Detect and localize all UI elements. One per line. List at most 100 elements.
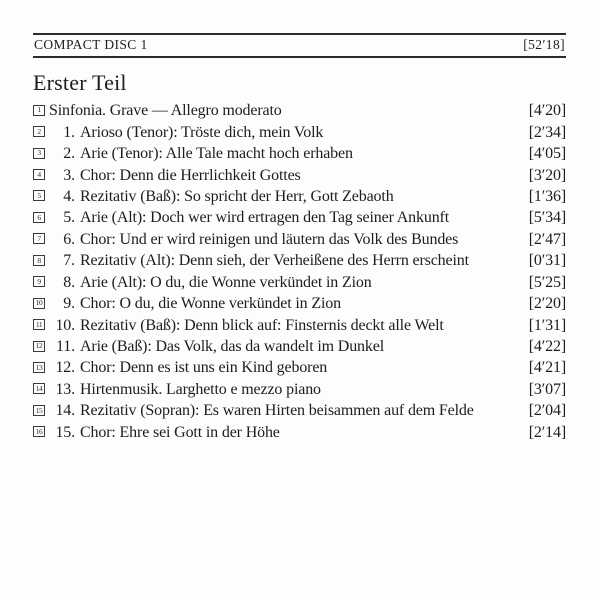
track-row: 3 2. Arie (Tenor): Alle Tale macht hoch … [33, 143, 566, 164]
track-number: 1 [37, 105, 41, 115]
movement-number: 4. [63, 187, 75, 205]
track-number: 5 [37, 191, 41, 201]
track-title: Rezitativ (Alt): Denn sieh, der Verheiße… [80, 252, 469, 270]
track-number-box: 6 [33, 211, 45, 223]
track-duration: [2′04] [528, 402, 566, 420]
track-row: 7 6. Chor: Und er wird reinigen und läut… [33, 229, 566, 250]
track-number: 15 [35, 405, 43, 415]
track-row: 16 15. Chor: Ehre sei Gott in der Höhe [… [33, 422, 566, 443]
track-title: Chor: Denn es ist uns ein Kind geboren [80, 359, 328, 377]
track-number: 9 [37, 276, 41, 286]
movement-number: 6. [63, 230, 75, 248]
movement-number: 1. [63, 123, 75, 141]
track-title: Chor: Und er wird reinigen und läutern d… [80, 230, 459, 248]
track-number: 8 [37, 255, 41, 265]
track-number: 3 [37, 148, 41, 158]
track-row: 10 9. Chor: O du, die Wonne verkündet in… [33, 293, 566, 314]
track-duration: [5′34] [528, 209, 566, 227]
track-number-box: 10 [33, 297, 45, 309]
track-number-box: 14 [33, 383, 45, 395]
track-title: Arie (Alt): Doch wer wird ertragen den T… [80, 209, 450, 227]
track-title: Arie (Tenor): Alle Tale macht hoch erhab… [80, 145, 353, 163]
track-row: 1 Sinfonia. Grave — Allegro moderato [4′… [33, 101, 566, 122]
movement-number: 13. [55, 380, 75, 398]
track-row: 8 7. Rezitativ (Alt): Denn sieh, der Ver… [33, 251, 566, 272]
track-row: 2 1. Arioso (Tenor): Tröste dich, mein V… [33, 122, 566, 143]
track-duration: [0′31] [528, 252, 566, 270]
track-number-box: 9 [33, 276, 45, 288]
track-number-box: 2 [33, 126, 45, 138]
track-number-box: 3 [33, 147, 45, 159]
track-row: 12 11. Arie (Baß): Das Volk, das da wand… [33, 336, 566, 357]
track-row: 9 8. Arie (Alt): O du, die Wonne verkünd… [33, 272, 566, 293]
track-duration: [2′34] [528, 123, 566, 141]
track-row: 13 12. Chor: Denn es ist uns ein Kind ge… [33, 358, 566, 379]
movement-number: 12. [55, 359, 75, 377]
track-title: Arie (Baß): Das Volk, das da wandelt im … [80, 338, 385, 356]
track-title: Chor: O du, die Wonne verkündet in Zion [80, 295, 341, 313]
track-title: Rezitativ (Baß): Denn blick auf: Finster… [80, 316, 444, 334]
track-number: 14 [35, 384, 43, 394]
track-duration: [4′05] [528, 145, 566, 163]
track-title: Rezitativ (Baß): So spricht der Herr, Go… [80, 187, 394, 205]
track-title: Arie (Alt): O du, die Wonne verkündet in… [80, 273, 372, 291]
section-title: Erster Teil [33, 70, 127, 95]
header-rule [33, 56, 566, 58]
track-duration: [2′20] [528, 295, 566, 313]
track-duration: [1′36] [528, 187, 566, 205]
track-duration: [4′20] [528, 102, 566, 120]
track-row: 4 3. Chor: Denn die Herrlichkeit Gottes … [33, 165, 566, 186]
track-row: 5 4. Rezitativ (Baß): So spricht der Her… [33, 186, 566, 207]
track-title: Chor: Denn die Herrlichkeit Gottes [80, 166, 301, 184]
track-number-box: 13 [33, 361, 45, 373]
track-duration: [2′47] [528, 230, 566, 248]
track-title: Rezitativ (Sopran): Es waren Hirten beis… [80, 402, 474, 420]
track-number: 2 [37, 126, 41, 136]
track-number-box: 11 [33, 319, 45, 331]
movement-number: 14. [55, 402, 75, 420]
track-number-box: 15 [33, 404, 45, 416]
track-list: 1 Sinfonia. Grave — Allegro moderato [4′… [33, 101, 566, 444]
track-number: 4 [37, 169, 41, 179]
track-number-box: 5 [33, 190, 45, 202]
track-duration: [4′22] [528, 338, 566, 356]
movement-number: 9. [63, 295, 75, 313]
track-row: 14 13. Hirtenmusik. Larghetto e mezzo pi… [33, 379, 566, 400]
track-number: 11 [35, 319, 43, 329]
track-number-box: 16 [33, 426, 45, 438]
track-duration: [3′20] [528, 166, 566, 184]
movement-number: 7. [63, 252, 75, 270]
track-number-box: 12 [33, 340, 45, 352]
movement-number: 2. [63, 145, 75, 163]
movement-number: 8. [63, 273, 75, 291]
track-number: 10 [35, 298, 43, 308]
track-title: Hirtenmusik. Larghetto e mezzo piano [80, 380, 321, 398]
track-duration: [1′31] [528, 316, 566, 334]
track-number: 6 [37, 212, 41, 222]
track-number-box: 1 [33, 104, 45, 116]
track-duration: [4′21] [528, 359, 566, 377]
track-number-box: 4 [33, 169, 45, 181]
track-duration: [2′14] [528, 423, 566, 441]
movement-number: 5. [63, 209, 75, 227]
track-number: 12 [35, 341, 43, 351]
movement-number: 15. [55, 423, 75, 441]
movement-number: 10. [55, 316, 75, 334]
track-title: Chor: Ehre sei Gott in der Höhe [80, 423, 280, 441]
track-number: 16 [35, 427, 43, 437]
track-duration: [3′07] [528, 380, 566, 398]
track-number-box: 7 [33, 233, 45, 245]
track-row: 11 10. Rezitativ (Baß): Denn blick auf: … [33, 315, 566, 336]
track-title: Arioso (Tenor): Tröste dich, mein Volk [80, 123, 324, 141]
top-rule [33, 33, 566, 35]
track-title: Sinfonia. Grave — Allegro moderato [49, 102, 282, 120]
track-row: 15 14. Rezitativ (Sopran): Es waren Hirt… [33, 401, 566, 422]
track-number: 13 [35, 362, 43, 372]
track-number-box: 8 [33, 254, 45, 266]
disc-total-time: [52′18] [523, 37, 565, 52]
disc-label: COMPACT DISC 1 [34, 37, 148, 52]
movement-number: 11. [56, 338, 75, 356]
track-duration: [5′25] [528, 273, 566, 291]
track-number: 7 [37, 234, 41, 244]
